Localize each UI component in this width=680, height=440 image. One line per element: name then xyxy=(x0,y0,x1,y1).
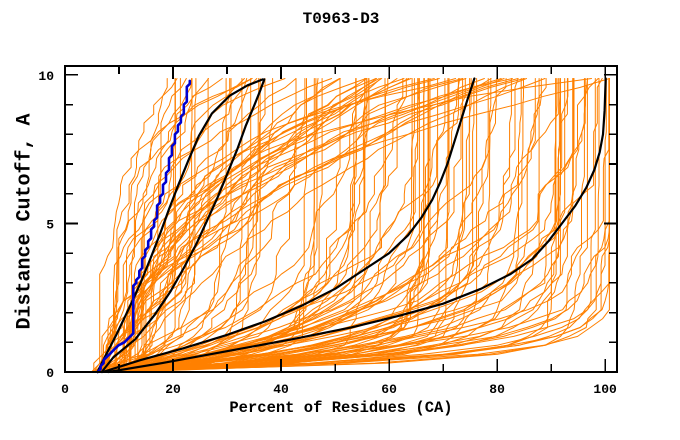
server-model-curves xyxy=(127,78,429,373)
server-model-curves xyxy=(126,78,542,373)
x-tick-label: 20 xyxy=(165,382,181,397)
server-model-curves xyxy=(95,78,450,373)
server-model-curves xyxy=(100,78,540,373)
server-model-curves xyxy=(92,78,266,373)
black-model-4 xyxy=(107,77,607,374)
server-model-curves xyxy=(114,78,478,373)
x-tick-label: 0 xyxy=(61,382,69,397)
server-model-curves xyxy=(128,78,297,373)
server-model-curves xyxy=(92,78,610,373)
server-model-curves xyxy=(92,78,489,373)
server-model-curves xyxy=(118,78,383,373)
server-model-curves xyxy=(113,78,377,373)
server-model-curves xyxy=(104,78,585,373)
server-model-curves xyxy=(110,78,439,373)
server-model-curves xyxy=(93,78,197,373)
server-model-curves xyxy=(99,78,505,373)
chart-title: T0963-D3 xyxy=(302,10,380,28)
server-model-curves xyxy=(99,78,475,373)
server-model-curves xyxy=(128,78,464,373)
server-model-curves xyxy=(124,78,410,373)
x-tick-label: 40 xyxy=(273,382,289,397)
server-model-curves xyxy=(114,78,588,373)
server-model-curves xyxy=(129,78,223,373)
server-model-curves xyxy=(125,78,512,373)
y-axis-label: Distance Cutoff, A xyxy=(13,113,37,330)
server-model-curves xyxy=(115,78,599,373)
server-model-curves xyxy=(96,78,386,373)
server-model-curves xyxy=(98,78,261,373)
server-model-curves xyxy=(109,78,513,373)
server-model-curves xyxy=(93,78,357,373)
server-model-curves xyxy=(118,78,561,373)
server-model-curves xyxy=(116,78,492,373)
server-model-curves xyxy=(93,78,252,373)
x-tick-label: 80 xyxy=(489,382,505,397)
black-model-3 xyxy=(101,77,476,374)
server-model-curves xyxy=(105,78,610,373)
server-model-curves xyxy=(113,78,603,373)
server-model-curves xyxy=(106,78,253,373)
black-model-1 xyxy=(96,78,264,374)
server-model-curves xyxy=(126,78,527,373)
server-model-curves xyxy=(125,78,232,373)
server-model-curves xyxy=(105,78,193,373)
server-model-curves xyxy=(108,78,178,373)
server-model-curves xyxy=(120,78,485,373)
server-model-curves xyxy=(97,78,227,373)
x-tick-label: 100 xyxy=(593,382,617,397)
black-model-2 xyxy=(100,78,266,374)
server-model-curves xyxy=(108,78,366,373)
server-model-curves xyxy=(129,78,323,373)
server-model-curves xyxy=(93,78,306,373)
server-model-curves xyxy=(103,78,461,373)
server-model-curves xyxy=(105,78,607,373)
server-model-curves xyxy=(93,78,253,373)
server-model-curves xyxy=(92,78,243,373)
server-model-curves xyxy=(95,78,446,373)
server-model-curves xyxy=(129,78,467,373)
server-model-curves xyxy=(125,78,168,373)
server-model-curves xyxy=(121,78,368,373)
server-model-curves xyxy=(123,78,466,373)
server-model-curves xyxy=(93,78,366,373)
server-model-curves xyxy=(110,78,370,373)
server-model-curves xyxy=(117,78,193,373)
server-model-curves xyxy=(113,78,561,373)
server-model-curves xyxy=(101,78,498,373)
server-model-curves xyxy=(96,78,380,373)
server-model-curves xyxy=(105,78,382,373)
server-model-curves xyxy=(111,78,415,373)
y-tick-label: 0 xyxy=(46,366,54,381)
y-tick-label: 5 xyxy=(46,217,54,232)
server-model-curves xyxy=(118,78,260,373)
x-tick-label: 60 xyxy=(381,382,397,397)
server-model-curves xyxy=(100,78,522,373)
server-model-curves xyxy=(105,78,569,373)
y-tick-label: 10 xyxy=(38,69,54,84)
x-axis-label: Percent of Residues (CA) xyxy=(229,399,453,417)
server-model-curves xyxy=(92,78,547,373)
server-model-curves xyxy=(120,78,368,373)
server-model-curves xyxy=(130,78,245,373)
blue-model xyxy=(96,79,192,374)
server-model-curves xyxy=(129,78,559,373)
server-model-curves xyxy=(110,78,370,373)
server-model-curves xyxy=(98,78,558,373)
plot-border xyxy=(64,65,618,373)
server-model-curves xyxy=(131,78,187,373)
server-model-curves xyxy=(105,78,610,373)
